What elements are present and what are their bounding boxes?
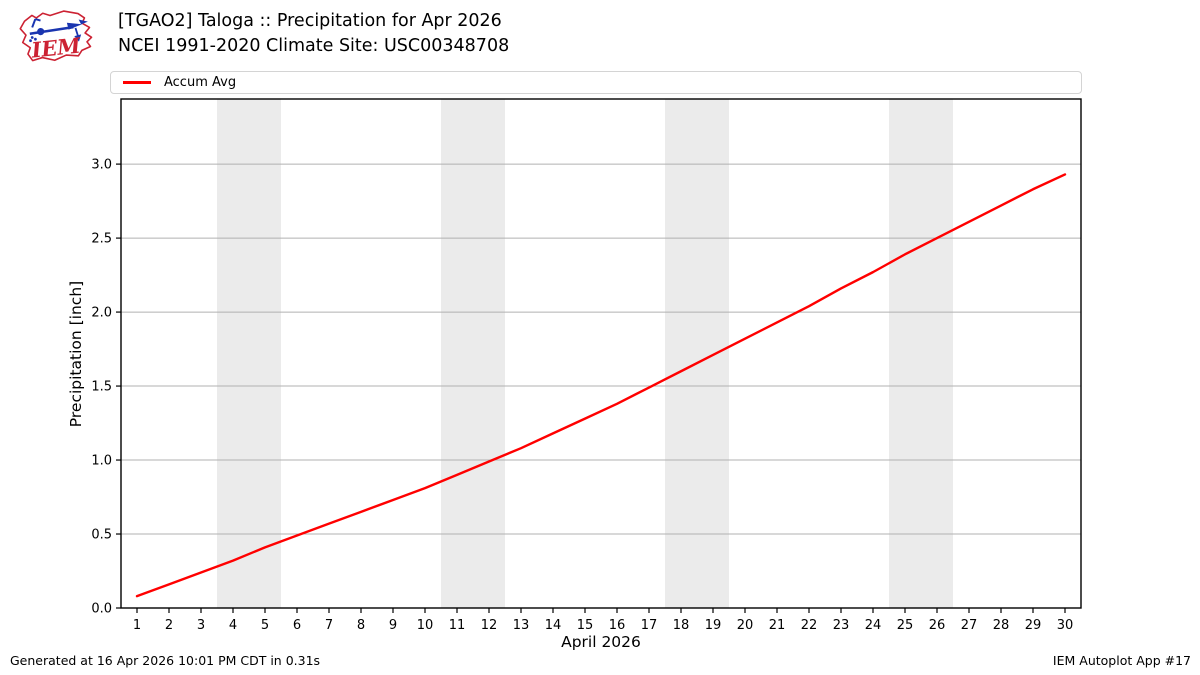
x-tick-label: 23 — [833, 618, 850, 633]
x-tick-label: 25 — [897, 618, 914, 633]
x-tick-label: 22 — [801, 618, 818, 633]
accum-avg-line — [135, 173, 1067, 598]
app-credit-text: IEM Autoplot App #17 — [1052, 653, 1191, 668]
chart-title: [TGAO2] Taloga :: Precipitation for Apr … — [118, 11, 502, 31]
weathervane-icon — [29, 18, 88, 43]
x-tick-label: 26 — [929, 618, 946, 633]
x-tick-label: 13 — [513, 618, 530, 633]
x-tick-label: 12 — [481, 618, 498, 633]
x-tick-label: 20 — [737, 618, 754, 633]
y-tick-label: 0.0 — [91, 602, 112, 617]
x-tick-label: 24 — [865, 618, 882, 633]
x-tick-label: 30 — [1057, 618, 1074, 633]
x-tick-label: 17 — [641, 618, 658, 633]
generated-at-text: Generated at 16 Apr 2026 10:01 PM CDT in… — [10, 653, 321, 668]
x-tick-label: 21 — [769, 618, 786, 633]
x-tick-label: 27 — [961, 618, 978, 633]
weekend-band — [665, 99, 729, 608]
weekend-band — [889, 99, 953, 608]
weekend-band — [217, 99, 281, 608]
chart-subtitle: NCEI 1991-2020 Climate Site: USC00348708 — [118, 36, 510, 56]
x-tick-label: 16 — [609, 618, 626, 633]
x-axis-label: April 2026 — [561, 633, 641, 651]
iem-logo: IEM — [19, 10, 93, 63]
y-tick-label: 2.0 — [91, 306, 112, 321]
y-tick-label: 1.5 — [91, 380, 112, 395]
x-tick-label: 4 — [229, 618, 237, 633]
y-tick-label: 0.5 — [91, 528, 112, 543]
plot-frame — [120, 98, 1082, 609]
y-tick-label: 2.5 — [91, 232, 112, 247]
x-tick-label: 19 — [705, 618, 722, 633]
legend: Accum Avg — [110, 71, 1082, 94]
x-tick-label: 8 — [357, 618, 365, 633]
x-tick-label: 14 — [545, 618, 562, 633]
x-tick-label: 6 — [293, 618, 301, 633]
y-tick-label: 1.0 — [91, 454, 112, 469]
x-tick-label: 9 — [389, 618, 397, 633]
y-tick-label: 3.0 — [91, 158, 112, 173]
x-tick-label: 11 — [449, 618, 466, 633]
title-block: [TGAO2] Taloga :: Precipitation for Apr … — [118, 9, 509, 59]
x-tick-label: 28 — [993, 618, 1010, 633]
x-tick-label: 10 — [417, 618, 434, 633]
logo-text: IEM — [29, 33, 82, 63]
weekend-band — [441, 99, 505, 608]
x-tick-label: 15 — [577, 618, 594, 633]
x-tick-label: 7 — [325, 618, 333, 633]
legend-label: Accum Avg — [164, 75, 237, 90]
x-tick-label: 3 — [197, 618, 205, 633]
x-tick-label: 1 — [133, 618, 141, 633]
x-tick-label: 5 — [261, 618, 269, 633]
legend-line-swatch — [123, 81, 151, 84]
y-axis-label: Precipitation [inch] — [67, 280, 85, 428]
x-tick-label: 18 — [673, 618, 690, 633]
x-tick-label: 29 — [1025, 618, 1042, 633]
x-tick-label: 2 — [165, 618, 173, 633]
